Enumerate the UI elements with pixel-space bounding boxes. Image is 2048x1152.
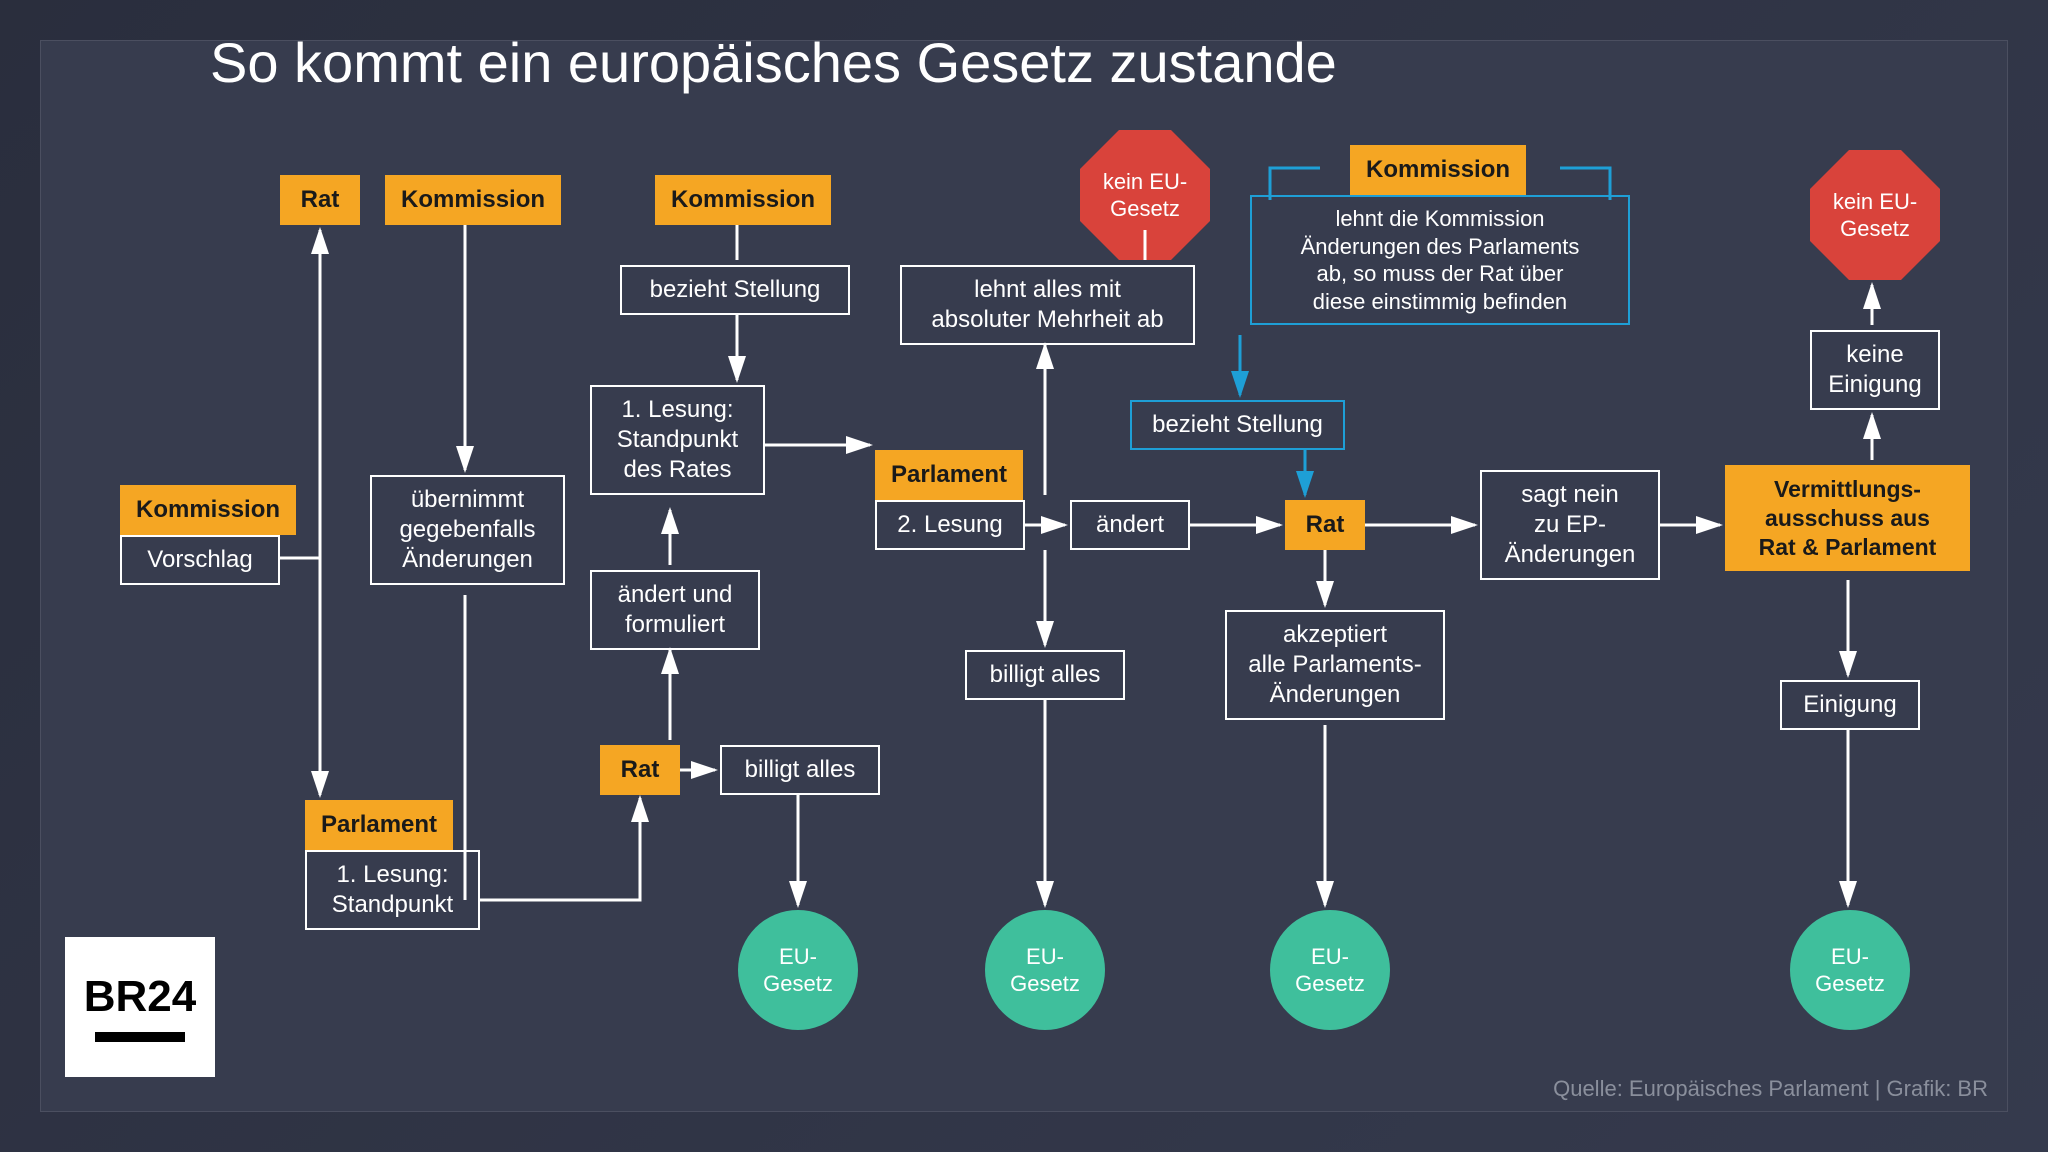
node-vorschlag: Vorschlag	[120, 535, 280, 585]
result-eu-gesetz-2: EU-Gesetz	[985, 910, 1105, 1030]
node-uebernimmt: übernimmtgegebenfallsÄnderungen	[370, 475, 565, 585]
node-kommission-2: Kommission	[385, 175, 561, 225]
logo-underline	[95, 1032, 185, 1042]
credit-line: Quelle: Europäisches Parlament | Grafik:…	[1553, 1076, 1988, 1102]
node-kommission-3: Kommission	[655, 175, 831, 225]
node-bezieht-2: bezieht Stellung	[1130, 400, 1345, 450]
node-kommission-1: Kommission	[120, 485, 296, 535]
node-akzeptiert: akzeptiertalle Parlaments-Änderungen	[1225, 610, 1445, 720]
result-kein-eu-2: kein EU-Gesetz	[1810, 150, 1940, 280]
page-title: So kommt ein europäisches Gesetz zustand…	[210, 30, 1337, 95]
node-parlament-1: Parlament	[305, 800, 453, 850]
node-rat-1: Rat	[280, 175, 360, 225]
br24-logo: BR24	[65, 937, 215, 1077]
logo-text: BR24	[84, 972, 197, 1022]
result-kein-eu-1: kein EU-Gesetz	[1080, 130, 1210, 260]
node-aendert: ändert	[1070, 500, 1190, 550]
node-lesung-rat: 1. Lesung:Standpunktdes Rates	[590, 385, 765, 495]
node-aendert-form: ändert undformuliert	[590, 570, 760, 650]
result-eu-gesetz-4: EU-Gesetz	[1790, 910, 1910, 1030]
node-lesung2: 2. Lesung	[875, 500, 1025, 550]
result-eu-gesetz-1: EU-Gesetz	[738, 910, 858, 1030]
node-kommission-4: Kommission	[1350, 145, 1526, 195]
node-kommission-text: lehnt die KommissionÄnderungen des Parla…	[1250, 195, 1630, 325]
node-billigt-1: billigt alles	[720, 745, 880, 795]
node-sagt-nein: sagt neinzu EP-Änderungen	[1480, 470, 1660, 580]
node-bezieht-1: bezieht Stellung	[620, 265, 850, 315]
node-rat-3: Rat	[1285, 500, 1365, 550]
node-einigung: Einigung	[1780, 680, 1920, 730]
node-lehnt-ab: lehnt alles mitabsoluter Mehrheit ab	[900, 265, 1195, 345]
node-lesung1: 1. Lesung:Standpunkt	[305, 850, 480, 930]
node-rat-2: Rat	[600, 745, 680, 795]
node-billigt-2: billigt alles	[965, 650, 1125, 700]
node-keine-einigung: keineEinigung	[1810, 330, 1940, 410]
node-vermittlung: Vermittlungs-ausschuss ausRat & Parlamen…	[1725, 465, 1970, 571]
result-eu-gesetz-3: EU-Gesetz	[1270, 910, 1390, 1030]
node-parlament-2: Parlament	[875, 450, 1023, 500]
